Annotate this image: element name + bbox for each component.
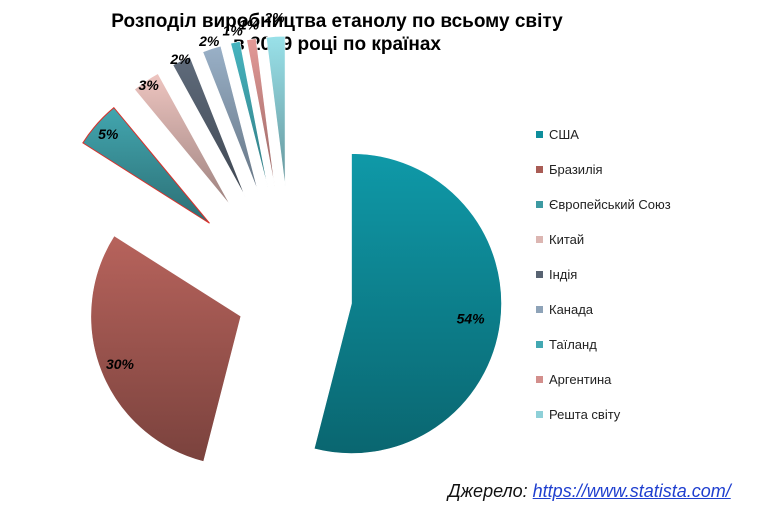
source-note: Джерело: https://www.statista.com/: [448, 481, 731, 502]
legend-label: Канада: [549, 302, 594, 317]
chart-legend: США Бразилія Європейський Союз Китай Індія Ка…: [536, 117, 671, 432]
legend-item: Європейський Союз: [536, 187, 671, 222]
pie-slice-7: [246, 38, 276, 188]
legend-item: Аргентина: [536, 362, 671, 397]
legend-label: США: [549, 127, 579, 142]
legend-swatch: [536, 271, 543, 278]
data-label-0: 54%: [457, 311, 486, 327]
legend-swatch: [536, 306, 543, 313]
pie-slice-2: [82, 106, 210, 224]
pie-slice-6: [230, 40, 269, 189]
legend-swatch: [536, 131, 543, 138]
legend-label: Решта світу: [549, 407, 621, 422]
data-label-2: 5%: [98, 126, 119, 142]
legend-swatch: [536, 341, 543, 348]
legend-label: Китай: [549, 232, 585, 247]
pie-slice-3: [134, 73, 231, 206]
data-label-1: 30%: [106, 356, 135, 372]
legend-label: Бразилія: [549, 162, 603, 177]
legend-item: Таїланд: [536, 327, 671, 362]
legend-swatch: [536, 236, 543, 243]
data-label-7: 1%: [239, 16, 260, 32]
chart-title-line-1: Розподіл виробництва етанолу по всьому с…: [111, 11, 563, 32]
legend-swatch: [536, 376, 543, 383]
source-label: Джерело:: [448, 481, 528, 501]
legend-item: Китай: [536, 222, 671, 257]
pie-slice-8: [265, 35, 286, 187]
legend-label: Таїланд: [549, 337, 597, 352]
legend-swatch: [536, 201, 543, 208]
legend-label: Аргентина: [549, 372, 612, 387]
legend-item: США: [536, 117, 671, 152]
legend-label: Європейський Союз: [549, 197, 671, 212]
data-label-6: 1%: [223, 23, 244, 39]
legend-item: Індія: [536, 257, 671, 292]
pie-slice-5: [202, 45, 259, 192]
pie-slice-0: [313, 153, 502, 454]
legend-swatch: [536, 166, 543, 173]
source-link[interactable]: https://www.statista.com/: [532, 481, 731, 501]
data-label-4: 2%: [169, 51, 191, 67]
legend-label: Індія: [549, 267, 578, 282]
data-label-8: 2%: [263, 10, 285, 26]
data-label-5: 2%: [198, 33, 220, 49]
legend-item: Решта світу: [536, 397, 671, 432]
legend-item: Канада: [536, 292, 671, 327]
pie-slice-4: [172, 56, 246, 197]
data-label-3: 3%: [139, 77, 160, 93]
legend-item: Бразилія: [536, 152, 671, 187]
legend-swatch: [536, 411, 543, 418]
pie-slice-1: [90, 235, 242, 462]
